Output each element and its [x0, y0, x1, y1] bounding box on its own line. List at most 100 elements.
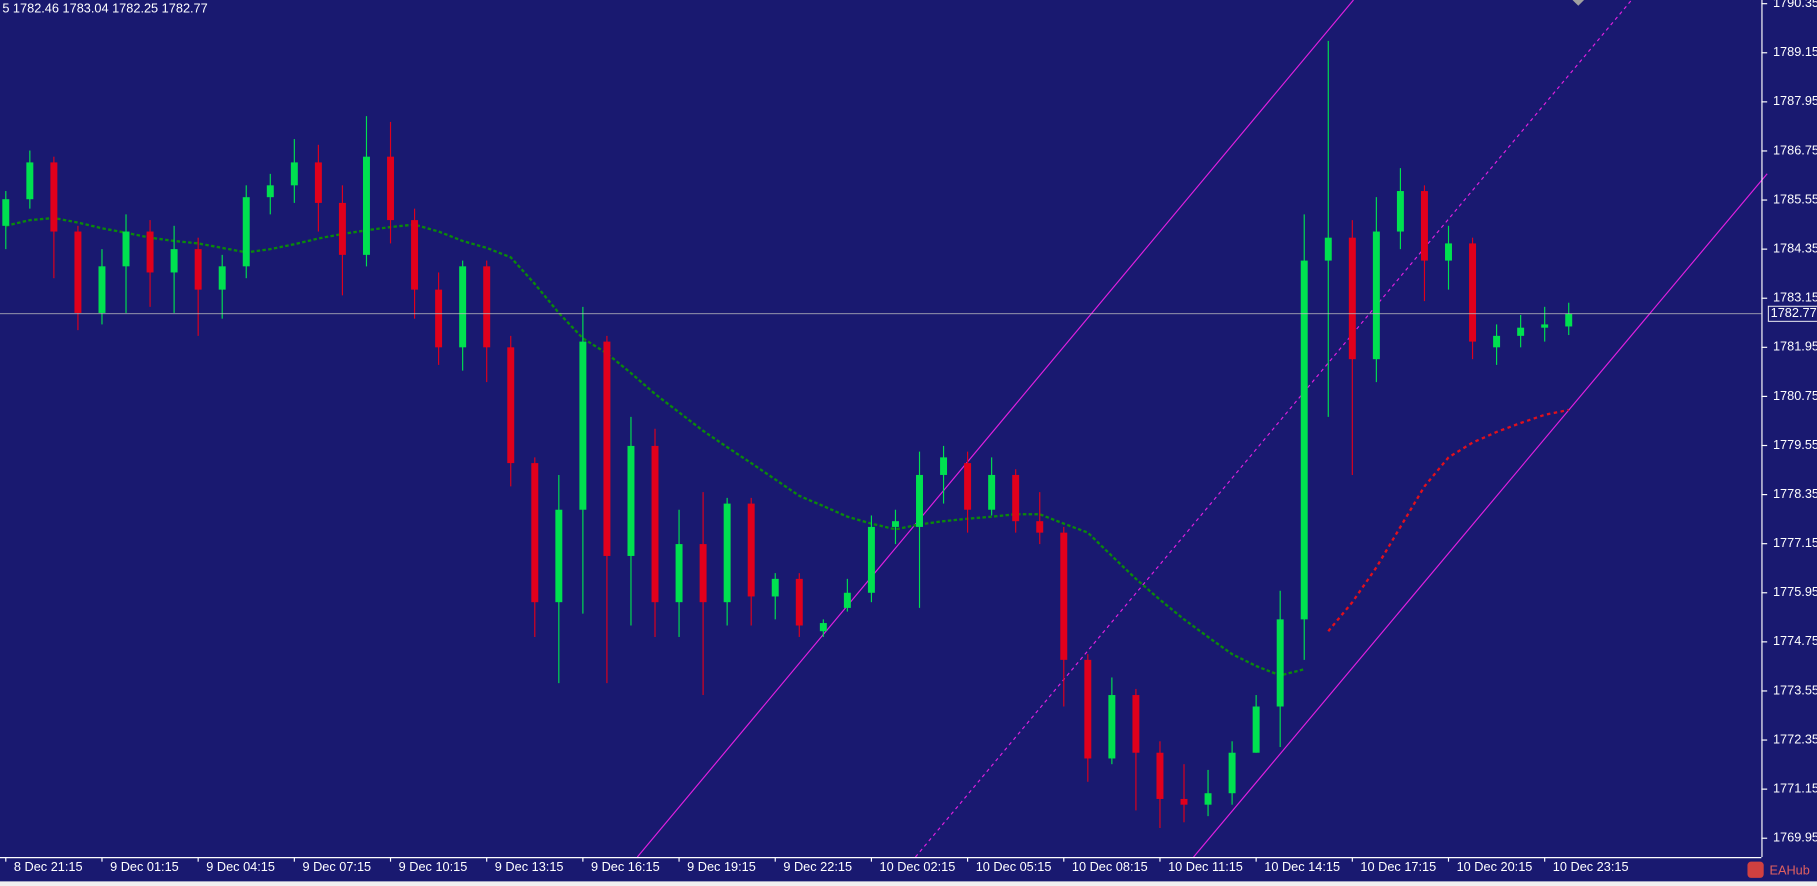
candle-body	[891, 521, 899, 527]
candle-body	[579, 341, 587, 510]
candle-body	[170, 249, 178, 273]
candle-body	[988, 474, 996, 510]
x-tick-label: 9 Dec 19:15	[687, 859, 756, 874]
candle-body	[627, 445, 635, 556]
x-tick-label: 10 Dec 23:15	[1553, 859, 1629, 874]
candle-body	[1324, 237, 1332, 261]
candle-body	[411, 220, 419, 290]
y-tick-label: 1778.35	[1773, 486, 1817, 501]
candle-body	[1084, 659, 1092, 759]
candle-body	[1300, 260, 1308, 620]
candle-body	[1228, 752, 1236, 794]
candle-body	[555, 509, 563, 603]
candle-body	[1517, 327, 1525, 336]
bottom-strip	[0, 881, 1817, 886]
candle-body	[314, 162, 322, 203]
candle-body	[1276, 619, 1284, 707]
x-tick-label: 9 Dec 10:15	[399, 859, 468, 874]
x-tick-label: 10 Dec 14:15	[1264, 859, 1340, 874]
candle-body	[795, 578, 803, 626]
candle-body	[122, 231, 130, 267]
candle-body	[1396, 191, 1404, 232]
candle-body	[74, 231, 82, 313]
candle-body	[1132, 695, 1140, 753]
candle-body	[1156, 752, 1164, 799]
x-tick-label: 10 Dec 11:15	[1168, 859, 1243, 874]
candle-body	[1060, 532, 1068, 660]
x-tick-label: 8 Dec 21:15	[14, 859, 83, 874]
watermark-icon	[1747, 861, 1764, 878]
candle-body	[940, 457, 948, 475]
x-tick-label: 10 Dec 17:15	[1360, 859, 1436, 874]
candle-body	[1469, 243, 1477, 342]
y-tick-label: 1780.75	[1773, 388, 1817, 403]
header: 5 1782.46 1783.04 1782.25 1782.77	[2, 1, 207, 16]
candle-body	[1445, 243, 1452, 261]
x-tick-label: 9 Dec 22:15	[783, 859, 852, 874]
y-tick-label: 1786.75	[1773, 142, 1817, 157]
candle-body	[723, 503, 731, 603]
x-tick-label: 10 Dec 20:15	[1457, 859, 1533, 874]
candle-body	[242, 197, 250, 267]
candle-body	[1012, 474, 1020, 522]
candle-body	[98, 266, 106, 313]
candle-body	[507, 347, 515, 464]
candle-body	[1565, 313, 1573, 327]
channel-midline	[915, 0, 1633, 858]
candle-body	[531, 463, 539, 603]
x-tick-label: 10 Dec 08:15	[1072, 859, 1148, 874]
candle-body	[964, 463, 972, 510]
marker-icon	[1572, 0, 1585, 6]
candle-body	[819, 623, 827, 632]
candle-body	[771, 578, 779, 597]
x-tick-label: 9 Dec 13:15	[495, 859, 564, 874]
candle-body	[1348, 237, 1356, 360]
candle-body	[1108, 695, 1116, 759]
x-tick-label: 9 Dec 04:15	[206, 859, 275, 874]
x-tick-label: 10 Dec 05:15	[976, 859, 1052, 874]
candle-body	[362, 156, 370, 255]
candle-body	[675, 544, 683, 603]
y-tick-label: 1777.15	[1773, 535, 1817, 550]
y-tick-label: 1789.15	[1773, 44, 1817, 59]
candle-body	[916, 474, 923, 527]
price-label-box	[1767, 305, 1817, 322]
candle-body	[50, 162, 58, 232]
candle-body	[1036, 521, 1044, 533]
candle-body	[1493, 335, 1501, 348]
candle-body	[1541, 324, 1549, 328]
y-tick-label: 1783.15	[1773, 290, 1817, 305]
indicator-line	[1327, 408, 1569, 632]
candle-body	[26, 162, 34, 200]
channel-line	[1193, 173, 1768, 858]
candle-body	[387, 156, 394, 221]
y-tick-label: 1784.35	[1773, 240, 1817, 255]
candle-body	[483, 266, 491, 348]
y-tick-label: 1774.75	[1773, 633, 1817, 648]
candle-body	[603, 341, 611, 556]
candle-body	[2, 199, 10, 226]
candle-body	[1372, 231, 1380, 360]
y-tick-label: 1785.55	[1773, 191, 1817, 206]
candle-body	[1180, 798, 1188, 805]
candle-body	[290, 162, 298, 186]
y-tick-label: 1772.35	[1773, 731, 1817, 746]
candle-body	[867, 526, 875, 593]
y-tick-label: 1787.95	[1773, 93, 1817, 108]
candle-body	[699, 544, 707, 603]
candle-body	[651, 445, 659, 603]
y-tick-label: 1769.95	[1773, 830, 1817, 845]
candle-body	[435, 289, 443, 348]
candle-body	[843, 592, 851, 608]
x-tick-label: 9 Dec 01:15	[110, 859, 179, 874]
candle-body	[266, 185, 274, 198]
y-tick-label: 1775.95	[1773, 584, 1817, 599]
candle-body	[1204, 793, 1212, 805]
y-tick-label: 1773.55	[1773, 682, 1817, 697]
candle-body	[146, 231, 154, 273]
watermark: EAHub	[1769, 862, 1809, 877]
candle-body	[194, 249, 202, 290]
